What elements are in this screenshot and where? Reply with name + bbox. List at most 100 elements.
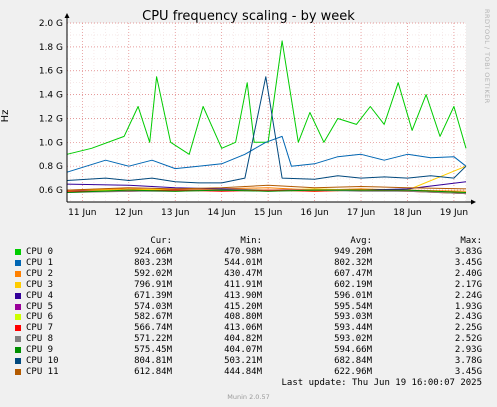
- legend-swatch: [15, 314, 21, 321]
- legend-min-value: 470.98M: [224, 247, 262, 257]
- legend-avg-value: 622.96M: [334, 366, 372, 377]
- legend-swatch: [15, 358, 21, 364]
- legend-max-value: 2.40G: [454, 268, 482, 279]
- y-tick-label: 0.6 G: [39, 186, 63, 196]
- axes: [64, 13, 476, 205]
- legend-cur-value: 671.39M: [134, 290, 172, 301]
- legend-min-value: 430.47M: [224, 268, 262, 279]
- y-tick-label: 2.0 G: [39, 19, 63, 29]
- legend-series-name: CPU 3: [26, 279, 54, 290]
- legend-min-value: 415.20M: [224, 301, 262, 312]
- y-tick-labels: 0.6 G 0.8 G 1.0 G 1.2 G 1.4 G 1.6 G 1.8 G 2.0 G: [39, 19, 63, 196]
- legend-swatch: [15, 249, 21, 255]
- legend-max-value: 3.45G: [454, 366, 482, 377]
- legend-max-value: 2.93G: [454, 345, 482, 356]
- legend-cur-value: 804.81M: [134, 356, 172, 366]
- series-lines: [66, 40, 467, 195]
- x-tick-label: 14 Jun: [207, 208, 235, 218]
- legend-max-value: 1.93G: [454, 301, 482, 312]
- legend-series-name: CPU 11: [26, 366, 59, 377]
- rrdtool-watermark: RRDTOOL / TOBI OETIKER: [483, 9, 491, 104]
- legend-cur-value: 796.91M: [134, 279, 172, 290]
- x-tick-label: 18 Jun: [393, 208, 421, 218]
- legend-series-name: CPU 6: [26, 312, 54, 323]
- legend-max-value: 2.43G: [454, 312, 482, 323]
- series-line-cpu-1: [66, 135, 467, 173]
- legend-swatch: [15, 259, 21, 266]
- legend-avg-value: 682.84M: [334, 356, 372, 366]
- legend-swatch: [15, 281, 21, 288]
- legend-min-value: 503.21M: [224, 356, 262, 366]
- legend-max-value: 2.24G: [454, 290, 482, 301]
- line-chart: 0.6 G 0.8 G 1.0 G 1.2 G 1.4 G 1.6 G 1.8 G 2.0 G…: [39, 13, 476, 218]
- x-axis-arrow: [471, 199, 476, 205]
- legend-max-value: 2.17G: [454, 279, 482, 290]
- x-tick-label: 17 Jun: [347, 208, 375, 218]
- legend-row: CPU 6 582.67M 408.80M 593.03M 2.43G: [0, 312, 497, 323]
- legend-cur-value: 924.06M: [134, 247, 172, 257]
- y-tick-label: 0.8 G: [39, 162, 63, 172]
- x-tick-label: 19 Jun: [440, 208, 468, 218]
- legend-series-name: CPU 7: [26, 323, 54, 334]
- legend-row: CPU 0 924.06M 470.98M 949.20M 3.83G: [0, 247, 497, 258]
- y-tick-label: 1.2 G: [39, 114, 63, 124]
- legend-header-avg: Avg:: [350, 236, 372, 246]
- legend-series-name: CPU 9: [26, 345, 54, 356]
- y-tick-label: 1.8 G: [39, 43, 63, 53]
- y-tick-label: 1.6 G: [39, 67, 63, 77]
- legend-max-value: 3.78G: [454, 356, 482, 366]
- legend-header: Cur: Min: Avg: Max:: [0, 236, 497, 247]
- x-tick-label: 12 Jun: [115, 208, 143, 218]
- legend-min-value: 544.01M: [224, 257, 262, 268]
- chart-title: CPU frequency scaling - by week: [142, 9, 355, 24]
- legend-series-name: CPU 0: [26, 247, 54, 257]
- legend-series-name: CPU 8: [26, 334, 54, 345]
- legend-series-name: CPU 4: [26, 290, 54, 301]
- legend-swatch: [15, 336, 21, 343]
- legend-swatch: [15, 368, 21, 375]
- legend-row: CPU 10 804.81M 503.21M 682.84M 3.78G: [0, 356, 497, 367]
- legend-row: CPU 8 571.22M 404.82M 593.02M 2.52G: [0, 334, 497, 345]
- legend-row: CPU 4 671.39M 413.90M 596.01M 2.24G: [0, 291, 497, 302]
- legend-cur-value: 571.22M: [134, 334, 172, 345]
- legend-cur-value: 582.67M: [134, 312, 172, 323]
- legend-avg-value: 596.01M: [334, 290, 372, 301]
- legend-max-value: 3.83G: [454, 247, 482, 257]
- legend-row: CPU 7 566.74M 413.06M 593.44M 2.25G: [0, 323, 497, 334]
- legend-header-cur: Cur:: [150, 236, 172, 246]
- legend-row: CPU 2 592.02M 430.47M 607.47M 2.40G: [0, 269, 497, 280]
- legend-min-value: 413.06M: [224, 323, 262, 334]
- legend-swatch: [15, 325, 21, 332]
- legend-row: CPU 3 796.91M 411.91M 602.19M 2.17G: [0, 280, 497, 291]
- legend-min-value: 404.82M: [224, 334, 262, 345]
- legend-row: CPU 11 612.84M 444.84M 622.96M 3.45G: [0, 367, 497, 378]
- series-line-cpu-10: [66, 76, 467, 184]
- series-line-cpu-9: [66, 189, 467, 193]
- legend-max-value: 2.25G: [454, 323, 482, 334]
- legend-swatch: [15, 303, 21, 310]
- legend-max-value: 3.45G: [454, 257, 482, 268]
- legend-min-value: 411.91M: [224, 279, 262, 290]
- legend-header-max: Max:: [460, 236, 482, 246]
- legend-avg-value: 802.32M: [334, 257, 372, 268]
- legend-avg-value: 593.44M: [334, 323, 372, 334]
- last-update: Last update: Thu Jun 19 16:00:07 2025: [281, 378, 482, 388]
- legend-min-value: 404.07M: [224, 345, 262, 356]
- x-tick-label: 13 Jun: [161, 208, 189, 218]
- legend-header-min: Min:: [240, 236, 262, 246]
- legend-swatch: [15, 347, 21, 354]
- legend-max-value: 2.52G: [454, 334, 482, 345]
- y-axis-arrow: [64, 13, 70, 18]
- legend-cur-value: 612.84M: [134, 366, 172, 377]
- legend-row: CPU 9 575.45M 404.07M 594.66M 2.93G: [0, 345, 497, 356]
- legend-series-name: CPU 5: [26, 301, 54, 312]
- x-tick-labels: 11 Jun 12 Jun 13 Jun 14 Jun 15 Jun 16 Jun 17 J…: [68, 208, 468, 218]
- y-tick-label: 1.0 G: [39, 138, 63, 148]
- legend-swatch: [15, 270, 21, 277]
- legend-avg-value: 594.66M: [334, 345, 372, 356]
- munin-version: Munin 2.0.57: [227, 393, 270, 401]
- legend-avg-value: 593.03M: [334, 312, 372, 323]
- legend-cur-value: 803.23M: [134, 257, 172, 268]
- legend-avg-value: 949.20M: [334, 247, 372, 257]
